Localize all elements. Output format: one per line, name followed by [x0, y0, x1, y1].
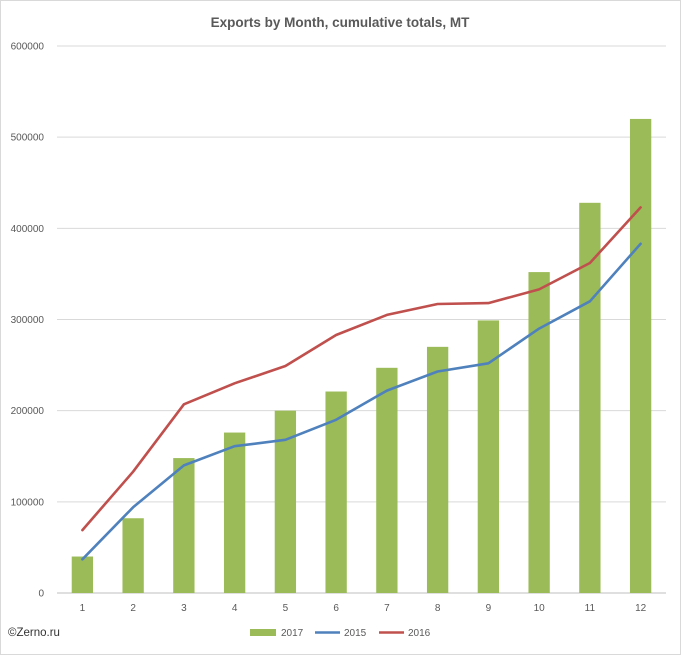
- x-tick-label: 12: [635, 603, 647, 614]
- chart-title: Exports by Month, cumulative totals, MT: [211, 15, 471, 30]
- line-2016: [81, 206, 642, 532]
- gridlines: [57, 45, 666, 594]
- line-2015: [81, 242, 642, 561]
- y-tick-label: 500000: [11, 133, 45, 144]
- x-tick-label: 11: [585, 603, 596, 614]
- x-tick-label: 7: [384, 603, 390, 614]
- x-tick-label: 6: [333, 603, 339, 614]
- y-tick-label: 300000: [11, 315, 45, 326]
- credit-text: ©Zerno.ru: [8, 627, 60, 639]
- x-tick-label: 9: [486, 603, 492, 614]
- x-tick-label: 3: [181, 603, 187, 614]
- y-axis: 0 100000 200000 300000 400000 500000 600000: [11, 42, 45, 600]
- x-axis: 1 2 3 4 5 6 7 8 9 10 11 12: [80, 603, 647, 614]
- lines: [81, 206, 642, 561]
- x-tick-label: 2: [130, 603, 136, 614]
- legend-swatch-2017: [250, 629, 276, 636]
- x-tick-label: 4: [232, 603, 238, 614]
- x-tick-label: 5: [283, 603, 289, 614]
- bar-2017-11: [579, 202, 601, 593]
- y-tick-label: 600000: [11, 42, 45, 53]
- bar-2017-8: [426, 346, 449, 593]
- bar-2017-9: [477, 320, 500, 593]
- bar-2017-2: [122, 518, 144, 593]
- legend-label-2016: 2016: [408, 628, 431, 639]
- legend-label-2015: 2015: [344, 628, 367, 639]
- y-tick-label: 400000: [11, 224, 45, 235]
- bars-2017: [71, 118, 652, 593]
- legend-label-2017: 2017: [281, 628, 304, 639]
- y-tick-label: 100000: [11, 497, 45, 508]
- bar-2017-10: [528, 272, 550, 593]
- y-tick-label: 0: [38, 589, 44, 600]
- bar-2017-6: [325, 391, 347, 593]
- bar-2017-5: [274, 410, 297, 593]
- x-tick-label: 1: [80, 603, 86, 614]
- legend: 2017 2015 2016: [250, 628, 431, 639]
- bar-2017-4: [223, 432, 246, 593]
- bar-2017-1: [71, 556, 94, 593]
- bar-2017-7: [376, 367, 398, 593]
- x-tick-label: 10: [534, 603, 546, 614]
- y-tick-label: 200000: [11, 406, 45, 417]
- bar-2017-12: [629, 118, 652, 593]
- x-tick-label: 8: [435, 603, 441, 614]
- bar-2017-3: [173, 458, 195, 593]
